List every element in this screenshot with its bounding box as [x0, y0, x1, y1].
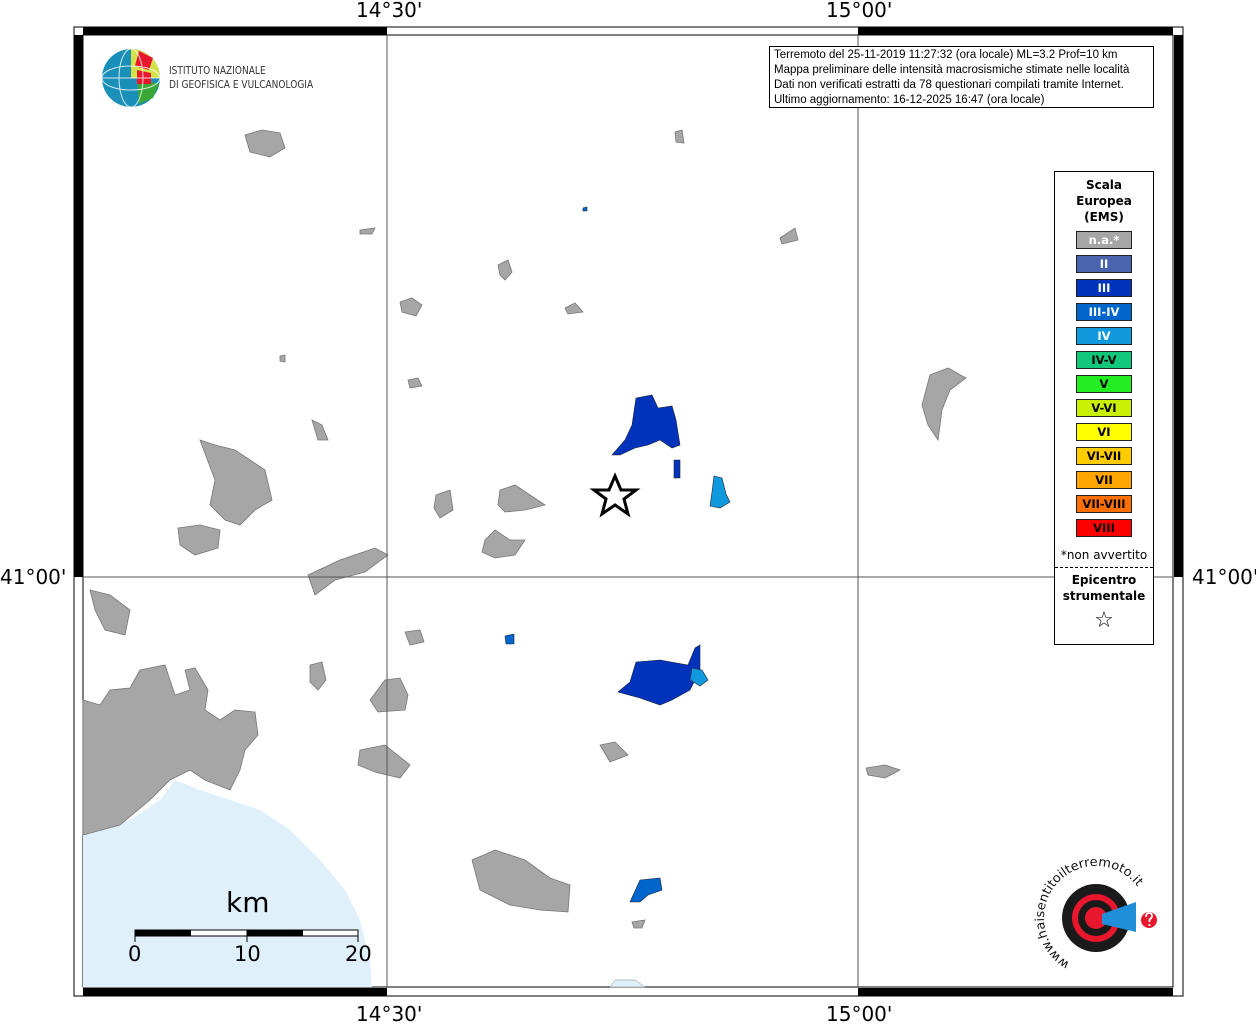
scale-unit: km	[226, 886, 270, 919]
ingv-logo-line1: ISTITUTO NAZIONALE	[169, 64, 266, 77]
legend-swatch-v: V	[1076, 375, 1132, 393]
ingv-logo: ISTITUTO NAZIONALE DI GEOFISICA E VULCAN…	[101, 48, 321, 110]
towns-not-felt	[89, 129, 967, 929]
lon-label-top-1500: 15°00'	[826, 0, 893, 22]
legend-divider	[1055, 567, 1153, 568]
graticule	[83, 35, 1173, 987]
sea-small	[609, 979, 646, 988]
scale-tick-20: 20	[345, 942, 372, 966]
legend-swatch-viii: VIII	[1076, 519, 1132, 537]
legend-swatch-iv-v: IV-V	[1076, 351, 1132, 369]
globe-icon	[101, 48, 161, 108]
legend-title: Scala Europea (EMS)	[1055, 177, 1153, 225]
haisentito-logo[interactable]: www.haisentitoilterremoto.it	[1032, 852, 1160, 980]
lon-label-top-1430: 14°30'	[356, 0, 423, 22]
legend-title-line: Scala	[1085, 178, 1123, 192]
lon-label-bottom-1500: 15°00'	[826, 1002, 893, 1026]
legend-epicenter-label: Epicentro strumentale	[1055, 572, 1153, 604]
scale-tick-10: 10	[234, 942, 261, 966]
intensity-legend: Scala Europea (EMS) n.a.* II III III-IV IV IV…	[1054, 171, 1154, 645]
legend-title-line: Europea	[1076, 194, 1132, 208]
map-frame-ticks	[74, 27, 1183, 996]
ingv-logo-line2: DI GEOFISICA E VULCANOLOGIA	[169, 78, 314, 91]
legend-na-note: *non avvertito	[1060, 548, 1148, 562]
towns-intensity-III	[611, 394, 701, 706]
legend-swatch-v-vi: V-VI	[1076, 399, 1132, 417]
town-naples	[82, 664, 259, 836]
legend-swatch-n-a: n.a.*	[1076, 231, 1132, 249]
scale-bar	[134, 929, 359, 942]
legend-swatch-vii-viii: VII-VIII	[1076, 495, 1132, 513]
towns-intensity-III-IV	[504, 206, 663, 903]
legend-swatch-iii-iv: III-IV	[1076, 303, 1132, 321]
event-info-line: Ultimo aggiornamento: 16-12-2025 16:47 (…	[774, 94, 1045, 106]
legend-epicenter-line: Epicentro	[1071, 573, 1137, 587]
lon-label-bottom-1430: 14°30'	[356, 1002, 423, 1026]
towns-intensity-IV	[689, 475, 731, 687]
legend-title-line: (EMS)	[1084, 210, 1124, 224]
event-info-line: Terremoto del 25-11-2019 11:27:32 (ora l…	[774, 49, 1118, 61]
scale-tick-0: 0	[128, 942, 142, 966]
event-info-line: Mappa preliminare delle intensità macros…	[774, 64, 1130, 76]
question-badge-icon	[1141, 912, 1157, 928]
haisentito-logo-icon: www.haisentitoilterremoto.it	[1032, 854, 1157, 973]
lat-label-left-4100: 41°00'	[0, 565, 67, 589]
legend-swatch-vi: VI	[1076, 423, 1132, 441]
lat-label-right-4100: 41°00'	[1192, 565, 1256, 589]
event-info-box: Terremoto del 25-11-2019 11:27:32 (ora l…	[769, 46, 1154, 108]
legend-swatch-ii: II	[1076, 255, 1132, 273]
legend-swatch-vii: VII	[1076, 471, 1132, 489]
legend-swatch-iii: III	[1076, 279, 1132, 297]
legend-star-icon: ☆	[1094, 608, 1114, 633]
legend-swatch-iv: IV	[1076, 327, 1132, 345]
legend-epicenter-line: strumentale	[1062, 589, 1146, 603]
event-info-line: Dati non verificati estratti da 78 quest…	[774, 79, 1124, 91]
legend-swatch-vi-vii: VI-VII	[1076, 447, 1132, 465]
epicenter-star-icon[interactable]	[589, 472, 641, 518]
